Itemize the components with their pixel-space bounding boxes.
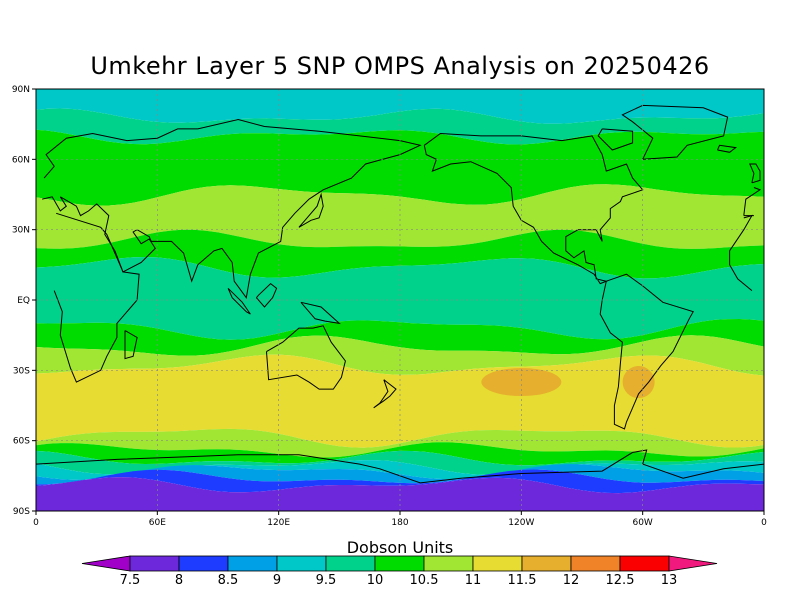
colorbar-tick-label: 8 xyxy=(175,573,183,588)
colorbar-tick-label: 10 xyxy=(367,573,384,588)
y-tick-label: 90N xyxy=(12,85,30,95)
x-tick-label: 120E xyxy=(267,518,290,528)
colorbar-swatch xyxy=(521,555,572,572)
colorbar-swatch xyxy=(570,555,621,572)
y-tick-label: EQ xyxy=(17,296,30,306)
x-tick-label: 60E xyxy=(149,518,166,528)
field-band xyxy=(36,257,764,340)
coastline xyxy=(227,287,251,315)
colorbar-tick-label: 9 xyxy=(273,573,281,588)
colorbar-tick-label: 11 xyxy=(465,573,482,588)
colorbar-high-cap xyxy=(668,555,718,572)
y-tick-label: 30N xyxy=(12,226,30,236)
coastline xyxy=(266,325,346,390)
colorbar: 7.5 8 8.5 9 9.5 10 10.5 11 11.5 12 12.5 13 xyxy=(81,555,718,588)
field-band xyxy=(36,89,764,124)
coastline xyxy=(717,144,737,153)
colorbar-tick-label: 12 xyxy=(563,573,580,588)
colorbar-tick-label: 10.5 xyxy=(410,573,439,588)
x-axis-ticks: 0 60E 120E 180 120W 60W 0 xyxy=(33,511,767,528)
colorbar-swatch xyxy=(423,555,474,572)
y-tick-label: 60N xyxy=(12,155,30,165)
colorbar-tick-label: 11.5 xyxy=(508,573,537,588)
coastline xyxy=(599,273,694,430)
y-tick-label: 90S xyxy=(13,507,30,517)
colorbar-swatch xyxy=(129,555,180,572)
coastline xyxy=(373,379,397,409)
colorbar-swatch xyxy=(374,555,425,572)
coastline xyxy=(300,301,341,325)
coastline xyxy=(597,128,634,151)
field-band xyxy=(36,428,764,458)
field-band xyxy=(36,442,764,466)
coastline xyxy=(749,163,761,184)
colorbar-tick-label: 8.5 xyxy=(218,573,239,588)
colorbar-low-cap xyxy=(81,555,131,572)
y-axis-ticks: 90N 60N 30N EQ 30S 60S 90S xyxy=(12,85,36,517)
field-band xyxy=(36,354,764,448)
gridlines xyxy=(36,89,764,511)
x-tick-label: 60W xyxy=(632,518,652,528)
colorbar-tick-label: 7.5 xyxy=(120,573,141,588)
field-maximum xyxy=(481,368,562,397)
colorbar-swatch xyxy=(472,555,523,572)
coastlines xyxy=(36,104,764,484)
x-tick-label: 0 xyxy=(33,518,39,528)
y-tick-label: 30S xyxy=(13,366,30,376)
colorbar-tick-label: 9.5 xyxy=(316,573,337,588)
colorbar-tick-label: 13 xyxy=(661,573,678,588)
colorbar-swatch xyxy=(276,555,327,572)
field-maximum xyxy=(622,366,655,399)
chart-title: Umkehr Layer 5 SNP OMPS Analysis on 2025… xyxy=(90,52,710,80)
field-band xyxy=(36,184,764,249)
colorbar-title: Dobson Units xyxy=(347,538,454,557)
coastline xyxy=(36,449,764,484)
colorbar-tick-label: 12.5 xyxy=(606,573,635,588)
coastline xyxy=(423,132,644,285)
colorbar-swatch xyxy=(227,555,278,572)
colorbar-swatch xyxy=(619,555,670,572)
field-band xyxy=(36,319,764,356)
x-tick-label: 120W xyxy=(508,518,534,528)
field-band xyxy=(36,129,764,206)
field-band xyxy=(36,469,764,494)
coastline xyxy=(41,118,762,299)
field-band xyxy=(36,108,764,145)
x-tick-label: 180 xyxy=(391,518,408,528)
ozone-field xyxy=(36,89,764,511)
coastline xyxy=(621,104,729,160)
colorbar-swatch xyxy=(325,555,376,572)
field-band xyxy=(36,464,764,485)
x-tick-label: 0 xyxy=(761,518,767,528)
coastline xyxy=(124,330,138,360)
y-tick-label: 60S xyxy=(13,437,30,447)
coastline xyxy=(298,192,324,228)
coastline xyxy=(256,282,278,308)
colorbar-swatch xyxy=(178,555,229,572)
